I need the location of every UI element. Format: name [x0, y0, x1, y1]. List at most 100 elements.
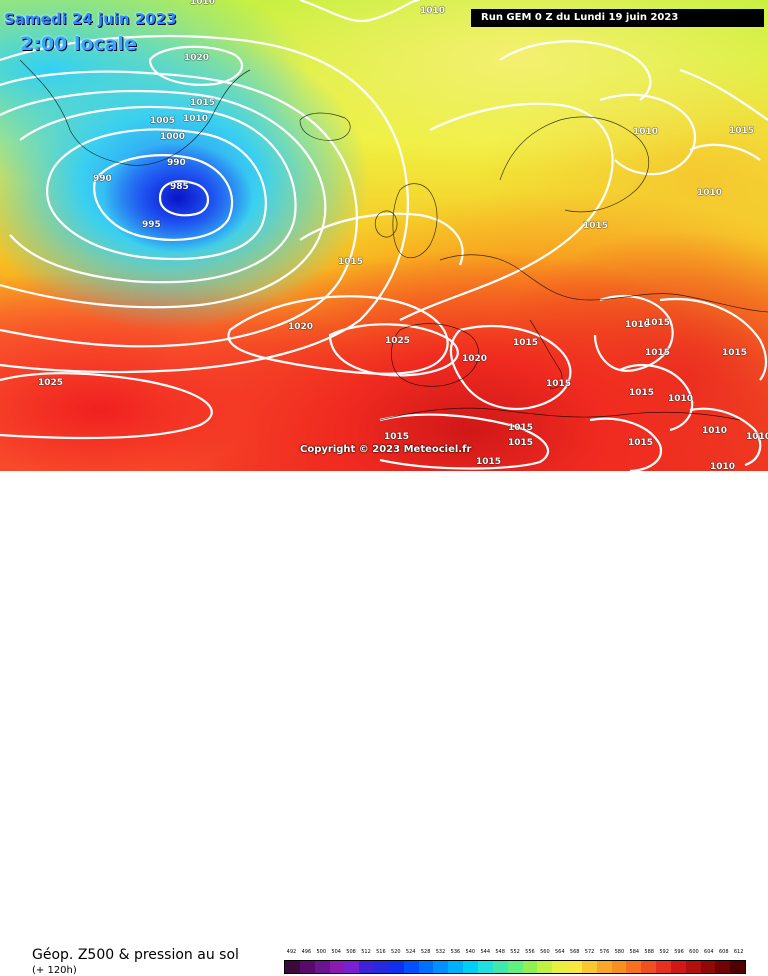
scale-value-label: 524	[405, 949, 416, 955]
coast-ireland	[374, 210, 398, 238]
isobar-label: 995	[142, 220, 161, 230]
isobar-label: 1020	[288, 322, 314, 332]
weather-map: 1010 1010 1020 1015 1005 1010 1000 990 9…	[0, 0, 768, 471]
scale-value-label: 532	[435, 949, 446, 955]
scale-color-swatch	[626, 961, 642, 973]
isobar-1015-naf	[379, 413, 549, 470]
scale-value-label: 504	[331, 949, 341, 955]
isobar-1010-gr	[619, 363, 694, 432]
model-run-banner: Run GEM 0 Z du Lundi 19 juin 2023	[471, 9, 764, 27]
scale-value-label: 580	[614, 949, 625, 955]
color-scale-labels: 492 496 500 504 508 512 516 520 524 528 532 536 540 5…	[284, 949, 746, 959]
isobar-label: 1010	[668, 394, 694, 404]
isobar-label: 1010	[702, 426, 728, 436]
scale-color-swatch	[492, 961, 508, 973]
scale-value-label: 520	[391, 949, 401, 955]
isobar-label: 1020	[462, 354, 488, 364]
isobar-label: 1015	[629, 388, 655, 398]
scale-value-label: 592	[659, 949, 669, 955]
scale-color-swatch	[552, 961, 568, 973]
scale-color-swatch	[403, 961, 419, 973]
scale-color-swatch	[433, 961, 449, 973]
scale-color-swatch	[463, 961, 478, 973]
isobar-label: 1010	[420, 6, 446, 16]
scale-value-label: 588	[644, 949, 654, 955]
isobar-label: 1015	[722, 348, 748, 358]
scale-color-swatch	[344, 961, 360, 973]
scale-value-label: 508	[346, 949, 356, 955]
scale-color-swatch	[418, 961, 434, 973]
scale-color-swatch	[596, 961, 612, 973]
scale-value-label: 604	[704, 949, 714, 955]
isobar-1015-ru	[679, 68, 768, 121]
scale-color-swatch	[537, 961, 553, 973]
scale-color-swatch	[685, 961, 701, 973]
scale-value-label: 560	[540, 949, 550, 955]
isobar-990	[93, 154, 234, 241]
scale-color-swatch	[522, 961, 538, 973]
scale-color-swatch	[670, 961, 686, 973]
isobar-label: 1000	[160, 132, 186, 142]
isobar-label: 1010	[697, 188, 723, 198]
scale-value-label: 496	[301, 949, 312, 955]
isobar-label: 1010	[633, 127, 659, 137]
isobar-1020-nw	[148, 45, 243, 86]
scale-color-swatch	[329, 961, 345, 973]
scale-color-swatch	[477, 961, 493, 973]
isobar-label: 1025	[38, 378, 64, 388]
isobar-1010	[0, 70, 358, 348]
isobar-1010-me	[689, 407, 762, 467]
scale-value-label: 608	[718, 949, 729, 955]
isobar-label: 1015	[338, 257, 364, 267]
isobar-label: 990	[93, 174, 112, 184]
coast-nafrica	[379, 407, 741, 421]
isobar-label: 1020	[184, 53, 210, 63]
isobar-1010-ru	[689, 143, 761, 161]
coast-greenland	[19, 59, 251, 166]
scale-color-swatch	[567, 961, 582, 973]
isobar-1015-ne	[499, 40, 652, 101]
scale-value-label: 568	[569, 949, 580, 955]
scale-value-label: 512	[361, 949, 371, 955]
scale-color-swatch	[581, 961, 597, 973]
scale-value-label: 576	[599, 949, 610, 955]
isobar-label: 1005	[150, 116, 176, 126]
isobar-label: 1015	[384, 432, 410, 442]
scale-value-label: 552	[510, 949, 520, 955]
isobar-label: 1015	[729, 126, 755, 136]
isobar-1015	[0, 34, 409, 374]
isobar-label: 990	[167, 158, 186, 168]
scale-value-label: 612	[733, 949, 744, 955]
scale-color-swatch	[359, 961, 375, 973]
isobar-1025-b	[328, 323, 459, 377]
isobar-label: 1010	[190, 0, 216, 7]
isobar-label: 1010	[183, 114, 209, 124]
isobar-label: 1015	[508, 423, 534, 433]
isobar-label: 1015	[628, 438, 654, 448]
scale-value-label: 500	[316, 949, 327, 955]
scale-color-swatch	[700, 961, 716, 973]
isobar-label: 1015	[476, 457, 502, 467]
scale-value-label: 492	[286, 949, 297, 955]
isobar-label: 1010	[746, 432, 768, 442]
isobar-label: 1015	[508, 438, 534, 448]
scale-color-swatch	[730, 961, 746, 973]
scale-color-swatch	[448, 961, 464, 973]
legend-panel: Géop. Z500 & pression au sol (+ 120h) 49…	[0, 471, 768, 976]
isobar-1015-med	[449, 324, 572, 410]
scale-value-label: 600	[689, 949, 699, 955]
scale-value-label: 516	[376, 949, 386, 955]
isobar-1000	[9, 105, 297, 284]
scale-value-label: 584	[629, 949, 640, 955]
isobar-1005	[0, 89, 327, 309]
coast-iberia	[391, 323, 479, 387]
forecast-date: Samedi 24 juin 2023	[4, 10, 177, 28]
coast-uk	[392, 183, 438, 258]
isobar-label: 1015	[583, 221, 609, 231]
scale-color-swatch	[299, 961, 315, 973]
color-scale-bar	[284, 960, 746, 974]
scale-color-swatch	[611, 961, 627, 973]
isobar-label: 985	[170, 182, 189, 192]
product-title: Géop. Z500 & pression au sol	[32, 947, 239, 963]
scale-color-swatch	[314, 961, 330, 973]
